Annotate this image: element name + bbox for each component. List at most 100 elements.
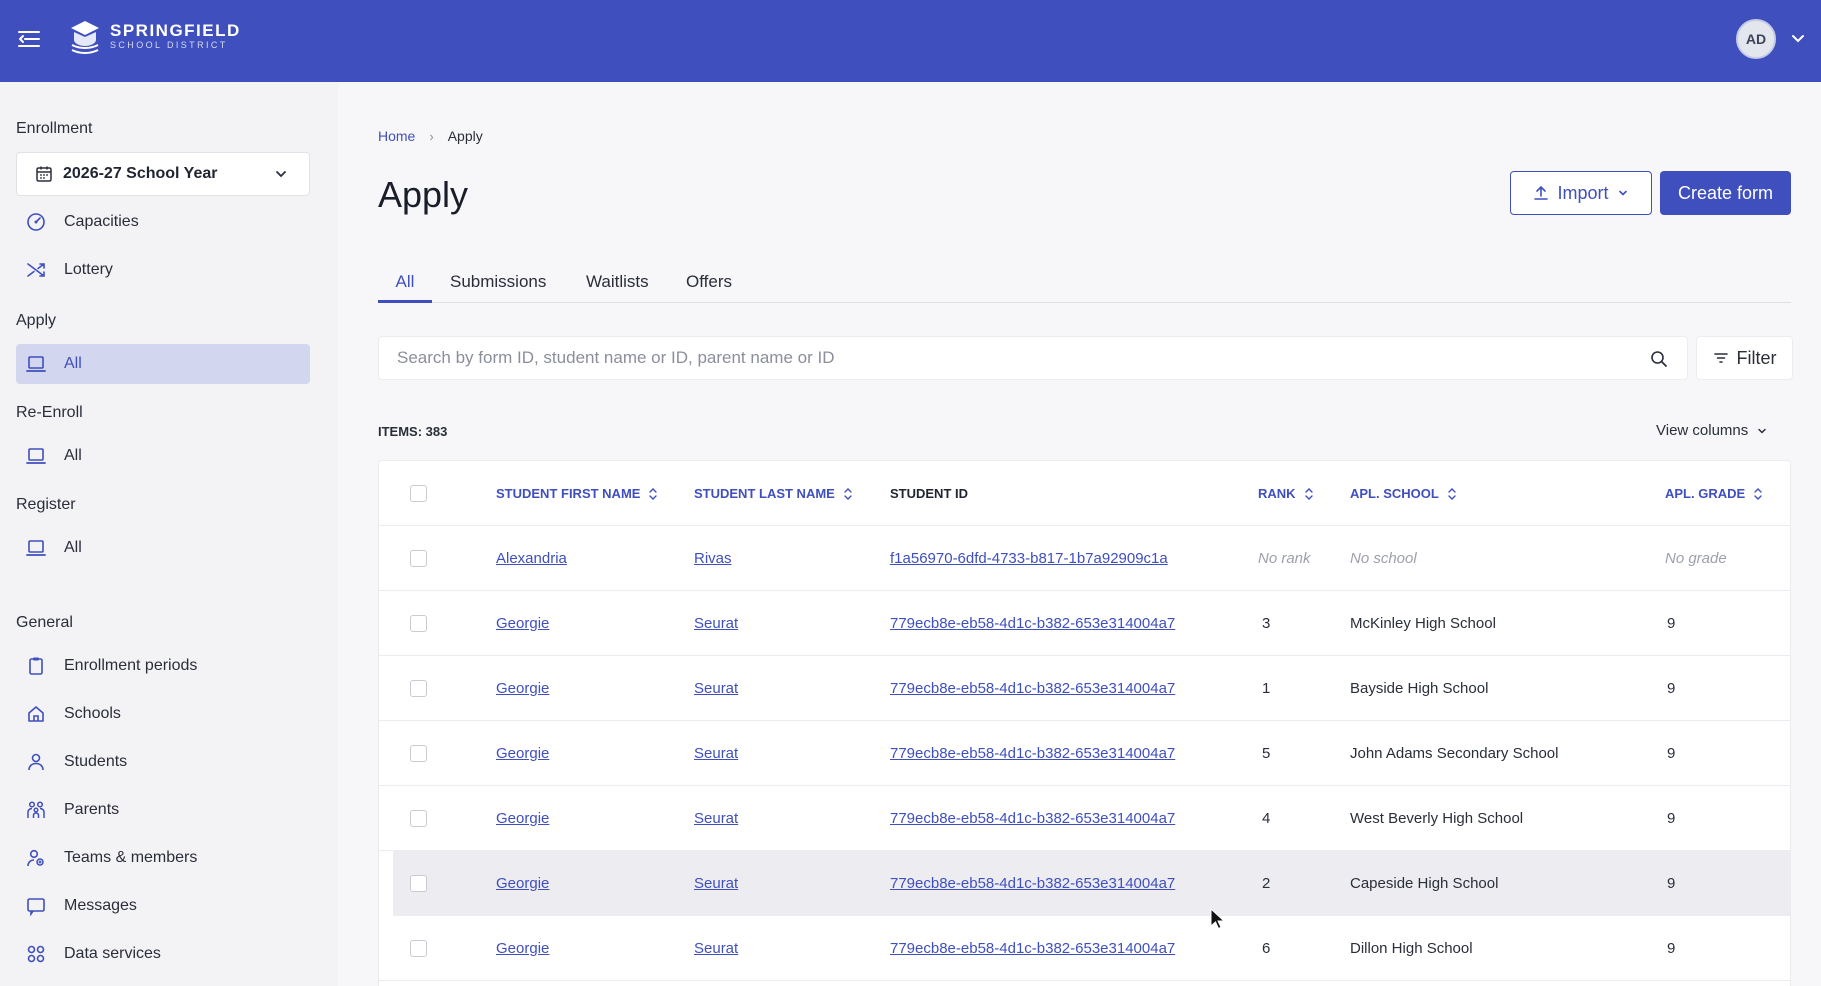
sidebar-item-teams[interactable]: Teams & members (16, 838, 310, 878)
student-last-name-link[interactable]: Seurat (694, 745, 739, 762)
row-checkbox[interactable] (410, 550, 427, 567)
sidebar-item-data-services[interactable]: Data services (16, 934, 310, 974)
sidebar-item-label: Schools (64, 705, 121, 722)
breadcrumb-home[interactable]: Home (378, 128, 416, 144)
shuffle-icon (27, 263, 45, 277)
sidebar-item-enrollment-periods[interactable]: Enrollment periods (16, 646, 310, 686)
tab-submissions[interactable]: Submissions (450, 272, 547, 291)
row-checkbox[interactable] (410, 875, 427, 892)
cursor-icon (1210, 908, 1224, 930)
student-first-name-link[interactable]: Georgie (496, 615, 550, 632)
student-last-name-link[interactable]: Seurat (694, 940, 739, 957)
sidebar-item-capacities[interactable]: Capacities (16, 202, 310, 242)
col-last-name[interactable]: STUDENT LAST NAME (694, 461, 853, 526)
chevron-down-icon (1618, 190, 1627, 196)
col-school-label: APL. SCHOOL (1350, 486, 1439, 501)
sidebar-item-label: Teams & members (64, 849, 198, 866)
sidebar-item-messages[interactable]: Messages (16, 886, 310, 926)
main-content: Home › Apply Apply Import Create form Al… (338, 82, 1821, 986)
student-id-link[interactable]: 779ecb8e-eb58-4d1c-b382-653e314004a7 (890, 940, 1176, 957)
filter-button[interactable]: Filter (1696, 336, 1793, 380)
sidebar-item-apply-all[interactable]: All (16, 344, 310, 384)
student-id-link[interactable]: 779ecb8e-eb58-4d1c-b382-653e314004a7 (890, 875, 1176, 892)
chevron-down-icon (1758, 428, 1767, 434)
sidebar-item-schools[interactable]: Schools (16, 694, 310, 734)
student-id-link[interactable]: 779ecb8e-eb58-4d1c-b382-653e314004a7 (890, 615, 1176, 632)
table-row[interactable]: Georgie Seurat 779ecb8e-eb58-4d1c-b382-6… (379, 721, 1790, 786)
row-checkbox[interactable] (410, 940, 427, 957)
tab-all[interactable]: All (378, 260, 432, 303)
search-icon[interactable] (1649, 349, 1669, 369)
school-logo-icon (71, 21, 99, 54)
avatar[interactable]: AD (1736, 19, 1776, 59)
table-row[interactable]: Georgie Seurat 779ecb8e-eb58-4d1c-b382-6… (393, 851, 1790, 916)
clipboard-icon (29, 657, 43, 675)
section-apply: Apply (16, 312, 57, 329)
col-grade-label: APL. GRADE (1665, 486, 1746, 501)
table-row[interactable]: Georgie Seurat 779ecb8e-eb58-4d1c-b382-6… (379, 656, 1790, 721)
rank-value: 6 (1262, 940, 1271, 957)
search-input[interactable] (379, 337, 1639, 379)
student-id-link[interactable]: f1a56970-6dfd-4733-b817-1b7a92909c1a (890, 550, 1168, 567)
student-last-name-link[interactable]: Seurat (694, 875, 739, 892)
sidebar-item-label: All (64, 355, 82, 372)
table-row[interactable]: Alexandria Rivas f1a56970-6dfd-4733-b817… (379, 526, 1790, 591)
sidebar-item-parents[interactable]: Parents (16, 790, 310, 830)
student-id-link[interactable]: 779ecb8e-eb58-4d1c-b382-653e314004a7 (890, 745, 1176, 762)
row-checkbox[interactable] (410, 745, 427, 762)
district-logo[interactable]: SPRINGFIELD SCHOOL DISTRICT (68, 18, 241, 54)
student-id-link[interactable]: 779ecb8e-eb58-4d1c-b382-653e314004a7 (890, 680, 1176, 697)
sort-icon[interactable] (1753, 487, 1763, 501)
sort-icon[interactable] (1304, 487, 1314, 501)
row-checkbox[interactable] (410, 680, 427, 697)
table-row[interactable]: Georgie Seurat 779ecb8e-eb58-4d1c-b382-6… (379, 916, 1790, 981)
student-last-name-link[interactable]: Seurat (694, 615, 739, 632)
student-first-name-link[interactable]: Georgie (496, 745, 550, 762)
tab-offers[interactable]: Offers (686, 272, 732, 291)
menu-collapse-icon[interactable] (16, 26, 42, 52)
sort-icon[interactable] (843, 487, 853, 501)
create-form-button[interactable]: Create form (1660, 171, 1791, 215)
grade-value: No grade (1665, 550, 1727, 567)
student-first-name-link[interactable]: Georgie (496, 940, 550, 957)
table-row[interactable]: Georgie Seurat 779ecb8e-eb58-4d1c-b382-6… (379, 591, 1790, 656)
sort-icon[interactable] (648, 487, 658, 501)
col-grade[interactable]: APL. GRADE (1665, 461, 1763, 526)
col-rank[interactable]: RANK (1258, 461, 1314, 526)
school-value: No school (1350, 550, 1417, 567)
student-first-name-link[interactable]: Georgie (496, 875, 550, 892)
team-icon (27, 849, 44, 867)
sidebar-item-reenroll-all[interactable]: All (16, 436, 310, 476)
row-checkbox[interactable] (410, 810, 427, 827)
student-first-name-link[interactable]: Georgie (496, 810, 550, 827)
sidebar-item-students[interactable]: Students (16, 742, 310, 782)
grid-icon (27, 945, 45, 963)
laptop-icon (26, 356, 46, 372)
import-button[interactable]: Import (1510, 171, 1652, 215)
section-enrollment: Enrollment (16, 120, 93, 137)
sidebar-item-label: Capacities (64, 213, 139, 230)
student-first-name-link[interactable]: Alexandria (496, 550, 567, 567)
student-first-name-link[interactable]: Georgie (496, 680, 550, 697)
chevron-down-icon[interactable] (1790, 30, 1806, 46)
col-school[interactable]: APL. SCHOOL (1350, 461, 1457, 526)
student-last-name-link[interactable]: Seurat (694, 810, 739, 827)
col-first-name[interactable]: STUDENT FIRST NAME (496, 461, 658, 526)
table-row[interactable]: Georgie Seurat 779ecb8e-eb58-4d1c-b382-6… (379, 786, 1790, 851)
row-checkbox[interactable] (410, 615, 427, 632)
sidebar-item-lottery[interactable]: Lottery (16, 250, 310, 290)
laptop-icon (26, 540, 46, 556)
student-last-name-link[interactable]: Seurat (694, 680, 739, 697)
select-all-checkbox[interactable] (410, 485, 427, 502)
view-columns-label: View columns (1656, 422, 1749, 439)
student-id-link[interactable]: 779ecb8e-eb58-4d1c-b382-653e314004a7 (890, 810, 1176, 827)
tab-waitlists[interactable]: Waitlists (586, 272, 649, 291)
school-year-select[interactable]: 2026-27 School Year (16, 152, 310, 196)
search-box (378, 336, 1688, 380)
view-columns-button[interactable]: View columns (1656, 422, 1768, 439)
sidebar-item-register-all[interactable]: All (16, 528, 310, 568)
sidebar-item-label: Lottery (64, 261, 113, 278)
breadcrumb: Home › Apply (378, 128, 483, 144)
student-last-name-link[interactable]: Rivas (694, 550, 732, 567)
sort-icon[interactable] (1447, 487, 1457, 501)
